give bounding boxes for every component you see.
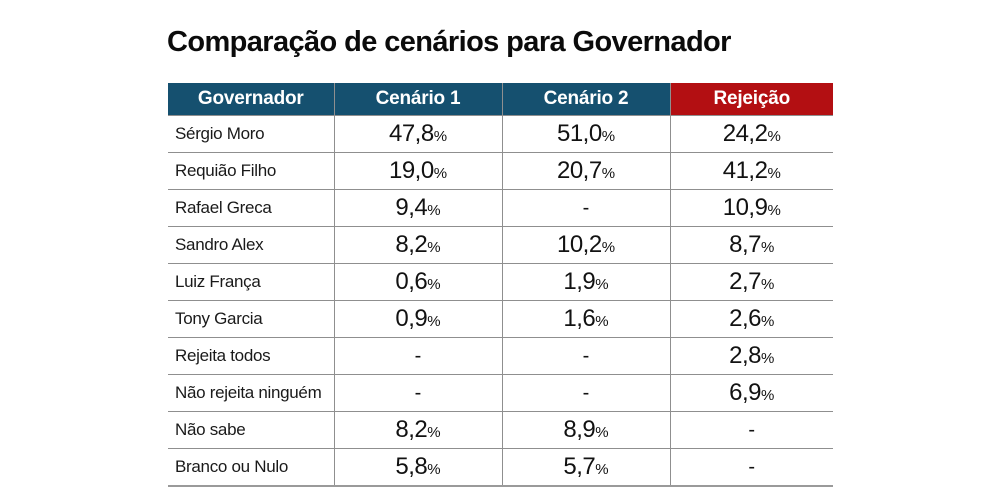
row-label: Branco ou Nulo [168,448,334,487]
value-cell: 20,7% [501,152,670,190]
table-row: Sandro Alex 8,2% 10,2% 8,7% [168,226,833,264]
value-cell: 2,7% [669,263,833,301]
table-row: Não sabe 8,2% 8,9% - [168,411,833,449]
value-cell: - [501,374,670,412]
value-cell: 10,9% [669,189,833,227]
table-row: Tony Garcia 0,9% 1,6% 2,6% [168,300,833,338]
row-label: Requião Filho [168,152,334,190]
value-cell: 1,6% [501,300,670,338]
value-cell: 2,6% [669,300,833,338]
value-cell: - [501,337,670,375]
value-cell: 47,8% [333,115,502,153]
value-cell: 24,2% [669,115,833,153]
value-cell: 0,6% [333,263,502,301]
value-cell: - [669,448,833,487]
value-cell: 5,7% [501,448,670,487]
table-row: Sérgio Moro 47,8% 51,0% 24,2% [168,115,833,153]
value-cell: 8,2% [333,226,502,264]
row-label: Tony Garcia [168,300,334,338]
value-cell: 1,9% [501,263,670,301]
value-cell: - [669,411,833,449]
value-cell: - [333,374,502,412]
row-label: Não rejeita ninguém [168,374,334,412]
row-label: Sérgio Moro [168,115,334,153]
value-cell: 2,8% [669,337,833,375]
page-title: Comparação de cenários para Governador [167,26,731,58]
value-cell: 9,4% [333,189,502,227]
table-row: Luiz França 0,6% 1,9% 2,7% [168,263,833,301]
table-header-row: Governador Cenário 1 Cenário 2 Rejeição [168,83,833,116]
column-header-0: Governador [168,83,334,116]
table-row: Requião Filho 19,0% 20,7% 41,2% [168,152,833,190]
row-label: Não sabe [168,411,334,449]
value-cell: 19,0% [333,152,502,190]
table-row: Não rejeita ninguém - -6,9% [168,374,833,412]
value-cell: 8,7% [669,226,833,264]
table-row: Branco ou Nulo 5,8% 5,7% - [168,448,833,487]
table-body: Sérgio Moro 47,8% 51,0% 24,2% Requião Filho 1… [168,115,833,487]
value-cell: 0,9% [333,300,502,338]
value-cell: - [501,189,670,227]
value-cell: 5,8% [333,448,502,487]
table-row: Rejeita todos - -2,8% [168,337,833,375]
column-header-1: Cenário 1 [333,83,502,116]
row-label: Sandro Alex [168,226,334,264]
value-cell: - [333,337,502,375]
value-cell: 6,9% [669,374,833,412]
value-cell: 8,2% [333,411,502,449]
row-label: Rafael Greca [168,189,334,227]
column-header-2: Cenário 2 [501,83,670,116]
table-row: Rafael Greca 9,4% -10,9% [168,189,833,227]
value-cell: 8,9% [501,411,670,449]
row-label: Luiz França [168,263,334,301]
value-cell: 51,0% [501,115,670,153]
row-label: Rejeita todos [168,337,334,375]
scenario-comparison-table: Governador Cenário 1 Cenário 2 Rejeição Sér… [168,83,833,487]
value-cell: 10,2% [501,226,670,264]
column-header-3: Rejeição [669,83,833,116]
value-cell: 41,2% [669,152,833,190]
